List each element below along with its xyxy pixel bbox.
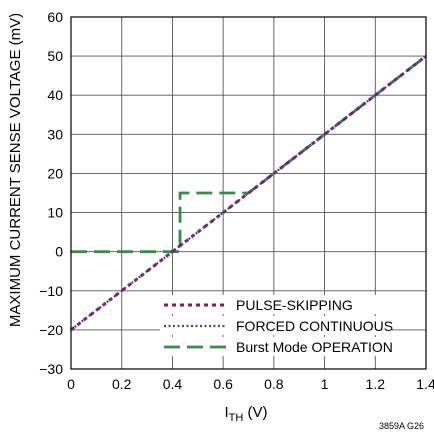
y-tick-label: −10	[39, 283, 63, 299]
y-tick-label: 10	[47, 205, 63, 221]
y-tick-label: 50	[47, 48, 63, 64]
series-line-burst-mode-operation	[71, 55, 427, 254]
series-line-forced-continuous	[70, 55, 427, 331]
plot-frame	[70, 16, 427, 370]
x-tick-label: 0.2	[112, 376, 132, 392]
legend-background	[160, 337, 392, 356]
grid	[71, 17, 426, 369]
y-tick-label: 30	[47, 126, 63, 142]
legend-label: Burst Mode OPERATION	[236, 339, 393, 355]
x-axis-label: ITH (V)	[224, 404, 267, 424]
y-axis-label: MAXIMUM CURRENT SENSE VOLTAGE (mV)	[7, 13, 24, 327]
y-tick-label: −30	[39, 361, 63, 377]
x-tick-label: 0	[67, 376, 75, 392]
legend-label: FORCED CONTINUOUS	[236, 318, 393, 334]
y-tick-label: 60	[47, 9, 63, 25]
x-tick-labels: 0 0.2 0.4 0.6 0.8 1 1.2 1.4	[67, 376, 434, 392]
x-tick-label: 1.4	[416, 376, 434, 392]
legend-background	[160, 295, 392, 314]
legend-background	[160, 316, 392, 335]
x-tick-label: 0.4	[163, 376, 183, 392]
x-axis-label-subscript: TH	[229, 412, 244, 424]
x-tick-label: 0.6	[213, 376, 233, 392]
y-tick-label: 20	[47, 165, 63, 181]
series-line-pulse-skipping	[70, 54, 427, 332]
x-tick-label: 1	[321, 376, 329, 392]
series-lines	[70, 54, 427, 332]
x-tick-label: 0.8	[264, 376, 284, 392]
figure-code: 3859A G26	[379, 421, 424, 431]
x-axis-label-unit: (V)	[243, 404, 267, 421]
y-tick-label: 0	[55, 244, 63, 260]
y-tick-labels: −30 −20 −10 0 10 20 30 40 50 60	[39, 9, 63, 377]
x-tick-label: 1.2	[366, 376, 386, 392]
legend: PULSE-SKIPPING FORCED CONTINUOUS Burst Mod…	[160, 295, 393, 356]
y-tick-label: 40	[47, 87, 63, 103]
y-tick-label: −20	[39, 322, 63, 338]
legend-label: PULSE-SKIPPING	[236, 297, 353, 313]
x-axis-label-main: I	[224, 404, 228, 421]
